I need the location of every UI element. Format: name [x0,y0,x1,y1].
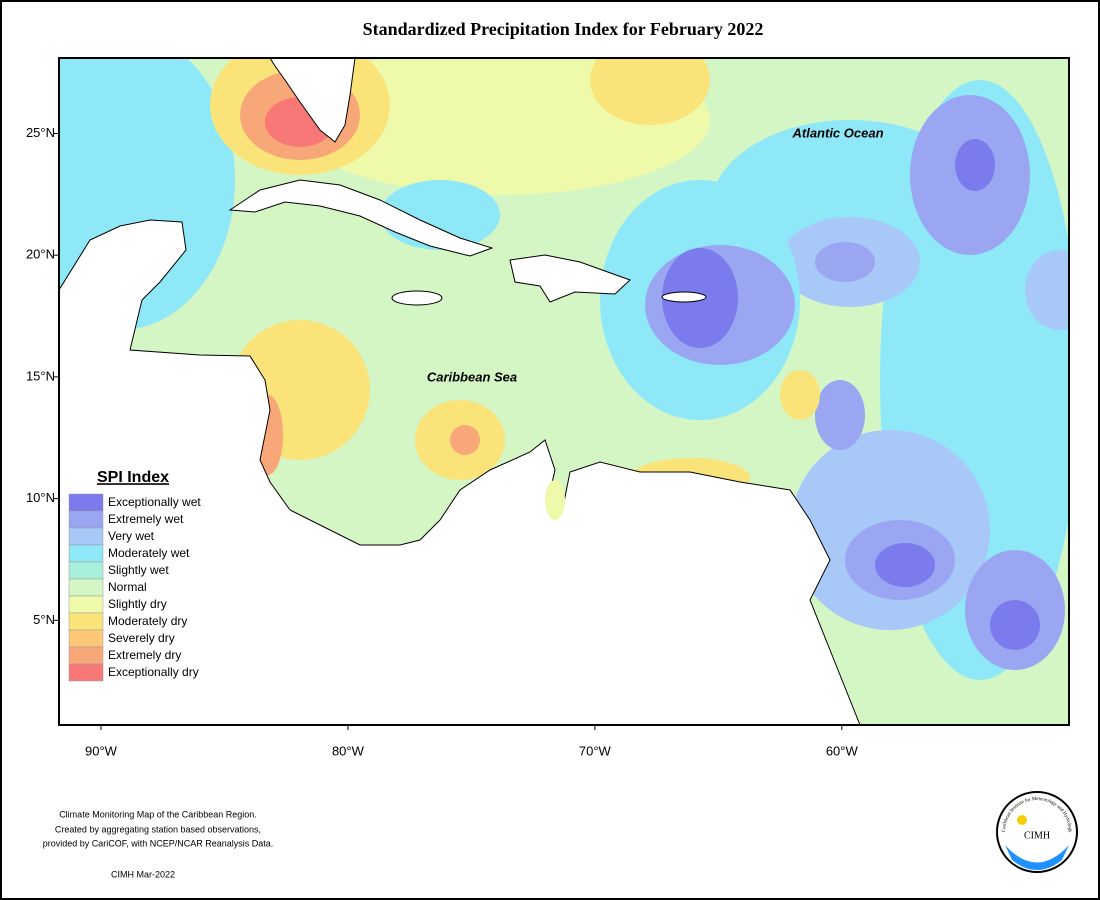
land [391,290,443,306]
x-tick-label: 80°W [332,743,365,758]
legend-swatch [68,527,104,546]
legend-swatch [68,493,104,512]
legend-label: Slightly dry [108,597,167,611]
legend-swatch [68,578,104,597]
legend-swatch [68,544,104,563]
legend-swatch [68,663,104,682]
place-label: Caribbean Sea [427,369,517,384]
spi-area [1025,250,1069,330]
land [269,58,356,143]
spi-area [815,242,875,282]
spi-area [955,139,995,191]
spi-area [545,480,565,520]
spi-area [875,543,935,587]
spi-area [590,58,710,125]
land [661,291,707,303]
logo: CIMH Caribbean Institute for Meteorology… [996,791,1078,873]
spi-area [780,370,820,420]
x-tick-label: 60°W [826,743,859,758]
legend-label: Extremely dry [108,648,181,662]
spi-area [450,425,480,455]
legend-swatch [68,510,104,529]
legend-label: Extremely wet [108,512,184,526]
legend-swatch [68,646,104,665]
y-tick-label: 15°N [26,368,55,383]
y-tick-label: 20°N [26,247,55,262]
footer-note: Climate Monitoring Map of the Caribbean … [59,809,257,819]
legend-label: Normal [108,580,147,594]
footer-note: provided by CariCOF, with NCEP/NCAR Rean… [43,838,274,848]
y-tick-label: 25°N [26,125,55,140]
land [59,219,861,725]
legend-label: Very wet [108,529,155,543]
legend-title: SPI Index [97,469,169,486]
legend-label: Slightly wet [108,563,169,577]
footer-credit: CIMH Mar-2022 [111,869,175,879]
land [509,254,631,303]
logo-waves [1005,845,1069,870]
legend-label: Exceptionally dry [108,665,199,679]
legend-label: Moderately dry [108,614,187,628]
legend-swatch [68,612,104,631]
axes: 90°W 80°W 70°W 60°W 5°N 10°N 15°N 20°N 25°N [26,125,859,759]
y-tick-label: 5°N [33,612,55,627]
legend-label: Exceptionally wet [108,495,201,509]
x-tick-label: 90°W [85,743,118,758]
logo-ring [996,791,1078,873]
map [59,58,1069,725]
map-title: Standardized Precipitation Index for Feb… [363,19,764,39]
spi-area [815,380,865,450]
spi-area [990,600,1040,650]
footer-note: Created by aggregating station based obs… [55,824,261,834]
legend-label: Moderately wet [108,546,190,560]
x-tick-label: 70°W [579,743,612,758]
logo-name: CIMH [1024,830,1050,841]
y-tick-label: 10°N [26,490,55,505]
legend-swatch [68,561,104,580]
legend-swatch [68,629,104,648]
legend-label: Severely dry [108,631,175,645]
legend: Exceptionally wet Extremely wet Very wet Mo… [68,493,201,682]
land [228,179,494,257]
legend-swatch [68,595,104,614]
footer: Climate Monitoring Map of the Caribbean … [43,809,274,879]
map-frame [58,57,1070,726]
logo-sun [1017,815,1027,825]
place-label: Atlantic Ocean [791,125,883,140]
